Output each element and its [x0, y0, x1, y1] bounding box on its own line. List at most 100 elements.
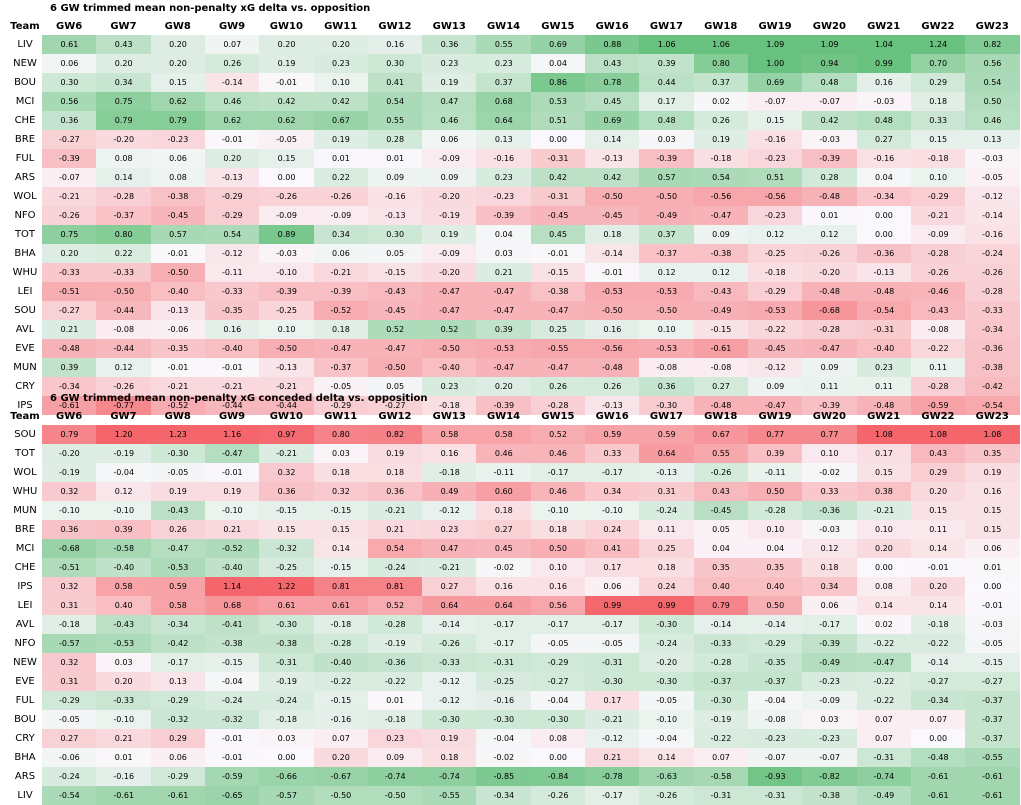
heatmap-cell: -0.05 — [313, 377, 369, 396]
heatmap-cell: -0.37 — [965, 729, 1020, 748]
heatmap-cell: -0.01 — [530, 244, 586, 263]
heatmap-cell: 0.30 — [367, 54, 423, 73]
heatmap-cell: 0.39 — [42, 358, 97, 377]
heatmap-cell: -0.53 — [585, 282, 640, 301]
heatmap-cell: -0.02 — [476, 748, 532, 767]
heatmap-cell: -0.44 — [259, 396, 314, 415]
heatmap-cell: -0.12 — [585, 729, 640, 748]
column-header: GW7 — [110, 411, 137, 422]
team-row: EVE 0.31 0.20 0.13 -0.04 -0.19 -0.22 -0.22 -0.12… — [8, 672, 1020, 691]
heatmap-cell: -0.13 — [259, 358, 314, 377]
heatmap-cell: 0.67 — [313, 111, 369, 130]
heatmap-cell: 0.03 — [476, 244, 532, 263]
heatmap-cell: 0.77 — [802, 425, 857, 444]
heatmap-cell: -0.56 — [747, 187, 803, 206]
heatmap-cell: 0.59 — [639, 425, 695, 444]
heatmap-cell: -0.29 — [747, 634, 803, 653]
heatmap-cell: -0.61 — [150, 786, 206, 805]
team-label: CRY — [15, 733, 35, 744]
heatmap-cell: -0.33 — [96, 263, 152, 282]
team-label: BRE — [14, 134, 36, 145]
heatmap-cell: 0.22 — [96, 244, 152, 263]
heatmap-cell: 0.19 — [150, 482, 206, 501]
heatmap-cell: 0.13 — [965, 130, 1020, 149]
column-header: GW20 — [812, 21, 846, 32]
heatmap-cell: -0.31 — [747, 786, 803, 805]
heatmap-cell: -0.33 — [42, 263, 97, 282]
heatmap-cell: 0.37 — [476, 73, 532, 92]
heatmap-cell: -0.33 — [204, 282, 260, 301]
heatmap-cell: -0.21 — [204, 377, 260, 396]
heatmap-cell: -0.16 — [965, 225, 1020, 244]
heatmap-cell: 0.64 — [639, 444, 695, 463]
heatmap-cell: 0.81 — [367, 577, 423, 596]
heatmap-cell: 0.23 — [313, 54, 369, 73]
heatmap-cell: -0.45 — [747, 339, 803, 358]
heatmap-cell: -0.28 — [313, 634, 369, 653]
heatmap-cell: -0.19 — [693, 710, 749, 729]
team-label: SOU — [14, 305, 36, 316]
column-header: GW14 — [486, 21, 521, 32]
heatmap-cell: -0.20 — [422, 187, 477, 206]
heatmap-cell: 0.13 — [150, 672, 206, 691]
heatmap-cell: -0.56 — [585, 339, 640, 358]
heatmap-cell: 0.20 — [150, 54, 206, 73]
column-header: GW22 — [921, 21, 955, 32]
heatmap-cell: 0.10 — [802, 444, 857, 463]
heatmap-cell: 0.19 — [693, 130, 749, 149]
column-header: GW18 — [704, 21, 738, 32]
heatmap-cell: -0.27 — [530, 672, 586, 691]
team-row: MUN 0.39 0.12 -0.01 -0.01 -0.13 -0.37 -0.50 -0.4… — [8, 358, 1020, 377]
heatmap-cell: -0.01 — [585, 263, 640, 282]
heatmap-cell: 0.12 — [747, 225, 803, 244]
heatmap-cell: -0.30 — [476, 710, 532, 729]
heatmap-cell: -0.30 — [422, 710, 477, 729]
heatmap-cell: -0.21 — [259, 444, 314, 463]
heatmap-cell: 0.47 — [422, 539, 477, 558]
team-label: BRE — [14, 524, 36, 535]
heatmap-cell: 0.39 — [476, 320, 532, 339]
column-header: GW18 — [704, 411, 738, 422]
heatmap-cell: -0.03 — [965, 149, 1020, 168]
heatmap-cell: -0.48 — [585, 358, 640, 377]
heatmap-cell: 0.13 — [476, 130, 532, 149]
heatmap-cell: -0.22 — [910, 634, 966, 653]
heatmap-cell: -0.26 — [530, 786, 586, 805]
heatmap-cell: 0.03 — [259, 729, 314, 748]
heatmap-cell: 0.03 — [96, 653, 152, 672]
heatmap-cell: -0.14 — [965, 206, 1020, 225]
heatmap-cell: -0.14 — [910, 653, 966, 672]
heatmap-cell: -0.38 — [530, 282, 586, 301]
heatmap-cell: 0.67 — [693, 425, 749, 444]
heatmap-cell: 0.10 — [259, 320, 314, 339]
heatmap-cell: -0.24 — [367, 558, 423, 577]
heatmap-cell: 0.51 — [747, 168, 803, 187]
heatmap-cell: 0.10 — [313, 73, 369, 92]
team-row: ARS -0.24 -0.16 -0.29 -0.59 -0.66 -0.67 -0.74 -0… — [8, 767, 1020, 786]
heatmap-cell: -0.77 — [96, 396, 152, 415]
heatmap-cell: 0.54 — [367, 92, 423, 111]
heatmap-cell: 0.75 — [42, 225, 97, 244]
heatmap-cell: -0.30 — [530, 710, 586, 729]
heatmap-cell: -0.16 — [313, 710, 369, 729]
heatmap-cell: -0.57 — [42, 634, 97, 653]
heatmap-cell: -0.23 — [150, 130, 206, 149]
heatmap-cell: 1.09 — [747, 35, 803, 54]
heatmap-cell: -0.43 — [367, 282, 423, 301]
heatmap-cell: 0.54 — [965, 73, 1020, 92]
heatmap-cell: -0.50 — [639, 301, 695, 320]
heatmap-cell: -0.10 — [42, 501, 97, 520]
heatmap-cell: 0.99 — [856, 54, 912, 73]
heatmap-cell: -0.12 — [422, 501, 477, 520]
heatmap-cell: -0.13 — [856, 263, 912, 282]
heatmap-cell: -0.01 — [150, 244, 206, 263]
heatmap-cell: -0.47 — [313, 339, 369, 358]
heatmap-cell: 0.16 — [367, 35, 423, 54]
heatmap-cell: 1.08 — [910, 425, 966, 444]
heatmap-cell: 0.14 — [585, 130, 640, 149]
column-header: GW21 — [867, 411, 901, 422]
heatmap-cell: -0.24 — [204, 691, 260, 710]
heatmap-cell: 0.26 — [150, 520, 206, 539]
team-row: LEI 0.31 0.40 0.58 0.68 0.61 0.61 0.52 0.64 0.64 0… — [8, 596, 1020, 615]
heatmap-cell: -0.18 — [910, 615, 966, 634]
